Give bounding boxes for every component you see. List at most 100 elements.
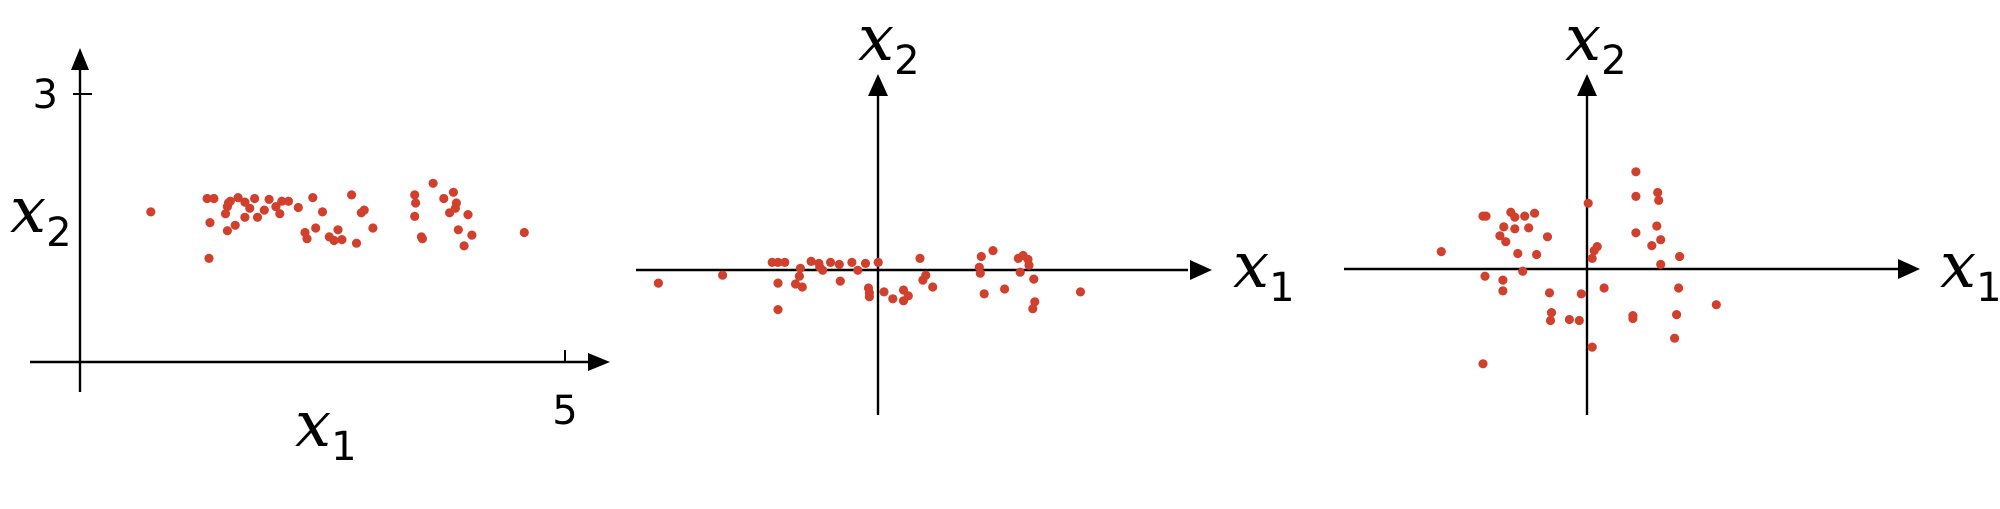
- panel1-data-point-49: [459, 241, 469, 251]
- panel1-data-point-52: [519, 227, 529, 238]
- panel1-data-point-25: [302, 234, 312, 244]
- panel3-data-point-45: [1670, 333, 1680, 343]
- panel3-data-point-14: [1532, 249, 1542, 260]
- panel3-data-point-18: [1518, 266, 1528, 276]
- panel1-data-point-11: [230, 220, 240, 230]
- panel3-data-point-9: [1510, 224, 1520, 234]
- panel2-y-axis-label-sub: 2: [894, 38, 919, 84]
- panel3-data-point-1: [1436, 247, 1446, 257]
- panel1-data-point-51: [467, 230, 477, 240]
- panel1-data-point-54: [240, 212, 250, 222]
- panel3-data-point-8: [1499, 222, 1509, 232]
- panel1-data-point-30: [329, 235, 339, 246]
- panel2-x-axis-label: x1: [1233, 229, 1295, 311]
- panel3-data-point-33: [1674, 283, 1684, 293]
- panel1-data-point-36: [359, 205, 369, 215]
- panel3-data-point-36: [1546, 308, 1557, 318]
- panel2-data-point-15: [825, 257, 836, 267]
- panel2-data-point-44: [1029, 274, 1039, 284]
- panel3-data-point-15: [1480, 271, 1490, 281]
- panel2-data-point-19: [853, 265, 863, 275]
- panel3-y-axis-label-sub: 2: [1601, 38, 1626, 84]
- panel3-data-point-32: [1656, 259, 1666, 269]
- panel1-y-axis-label-main: x: [10, 174, 46, 248]
- panel2-y-axis-arrow: [868, 74, 888, 96]
- panel3-data-point-39: [1574, 315, 1584, 326]
- panel1-data-point-23: [293, 202, 303, 213]
- panel3-data-point-29: [1647, 241, 1657, 251]
- panel3-data-point-22: [1592, 242, 1602, 252]
- panel2-data-point-24: [864, 288, 875, 298]
- panel3-data-point-43: [1672, 310, 1682, 320]
- panel1-data-point-31: [333, 225, 343, 235]
- panel1-data-point-2: [202, 193, 212, 204]
- panel1-x-axis-label-main: x: [295, 388, 331, 462]
- panel2-data-point-45: [1030, 297, 1040, 307]
- panel2-data-point-4: [773, 257, 783, 267]
- panel3-data-point-17: [1498, 275, 1508, 285]
- panel3-data-point-47: [1628, 313, 1638, 324]
- panel1-data-point-18: [264, 194, 274, 204]
- panel2-data-point-35: [976, 251, 986, 262]
- panel3-data-point-19: [1542, 232, 1553, 242]
- panel2-data-point-6: [773, 278, 783, 288]
- panel2-data-point-17: [835, 276, 845, 286]
- panel2-data-point-7: [795, 263, 806, 273]
- panel1-data-point-16: [252, 212, 263, 222]
- panel1-data-point-33: [347, 190, 357, 200]
- panel3-data-point-27: [1653, 187, 1663, 198]
- panel2-data-point-33: [928, 282, 938, 292]
- panel2-data-point-16: [834, 259, 844, 269]
- panel3-y-axis-label-main: x: [1565, 2, 1601, 76]
- panel2-data-point-42: [1015, 267, 1025, 277]
- panel1-data-point-10: [222, 226, 232, 236]
- panel2-data-point-37: [979, 289, 989, 299]
- panel2-data-point-8: [794, 271, 805, 281]
- panel2-data-point-1: [653, 278, 664, 288]
- panel3-data-point-28: [1654, 195, 1664, 205]
- panel2-data-point-5: [780, 257, 790, 267]
- panel3-data-point-23: [1587, 253, 1597, 263]
- chart-panel-2: x1 x2: [636, 2, 1295, 415]
- panel3-data-point-41: [1587, 342, 1597, 352]
- panel1-data-point-9: [225, 196, 235, 206]
- panel2-data-point-49: [1028, 304, 1038, 314]
- panel1-data-point-3: [209, 193, 219, 204]
- panel2-y-axis-label: x2: [858, 2, 920, 84]
- panel3-data-point-31: [1675, 251, 1685, 262]
- panel2-data-point-26: [888, 294, 898, 304]
- panel3-data-point-16: [1498, 286, 1508, 296]
- panel2-points: [653, 246, 1086, 315]
- panel2-x-axis-arrow: [1190, 260, 1212, 280]
- panel1-data-point-37: [368, 223, 378, 233]
- panel1-data-point-50: [463, 210, 473, 220]
- panel3-x-axis-label-sub: 1: [1976, 265, 2000, 311]
- panel1-data-point-6: [220, 209, 231, 219]
- panel3-data-point-35: [1544, 288, 1555, 298]
- panel2-x-axis-label-sub: 1: [1269, 265, 1294, 311]
- panel2-data-point-11: [806, 256, 816, 266]
- panel3-data-point-7: [1530, 208, 1540, 218]
- panel1-data-point-38: [410, 190, 420, 200]
- panel1-data-point-26: [308, 193, 318, 203]
- panel2-data-point-13: [818, 265, 828, 275]
- chart-panel-3: x1 x2: [1344, 2, 2000, 415]
- panel2-data-point-25: [879, 287, 889, 297]
- panel1-x-axis-label: x1: [295, 388, 357, 470]
- chart-panel-1: 5 3 x1 x2: [10, 48, 610, 470]
- panel3-data-point-40: [1576, 289, 1586, 299]
- panel3-data-point-26: [1631, 191, 1641, 201]
- panel1-data-point-12: [233, 193, 243, 203]
- panel1-data-point-39: [411, 198, 421, 208]
- panel3-x-axis-label: x1: [1940, 229, 2000, 311]
- panel1-data-point-15: [250, 193, 260, 204]
- panel1-data-point-22: [283, 196, 294, 206]
- panel1-y-axis-label: x2: [10, 174, 72, 256]
- panel3-data-point-44: [1711, 300, 1721, 310]
- panel3-points: [1436, 167, 1721, 369]
- panel1-y-axis-label-sub: 2: [46, 210, 71, 256]
- panel3-data-point-25: [1631, 228, 1641, 238]
- panel1-data-point-43: [428, 178, 438, 188]
- panel2-y-axis-label-main: x: [858, 2, 894, 76]
